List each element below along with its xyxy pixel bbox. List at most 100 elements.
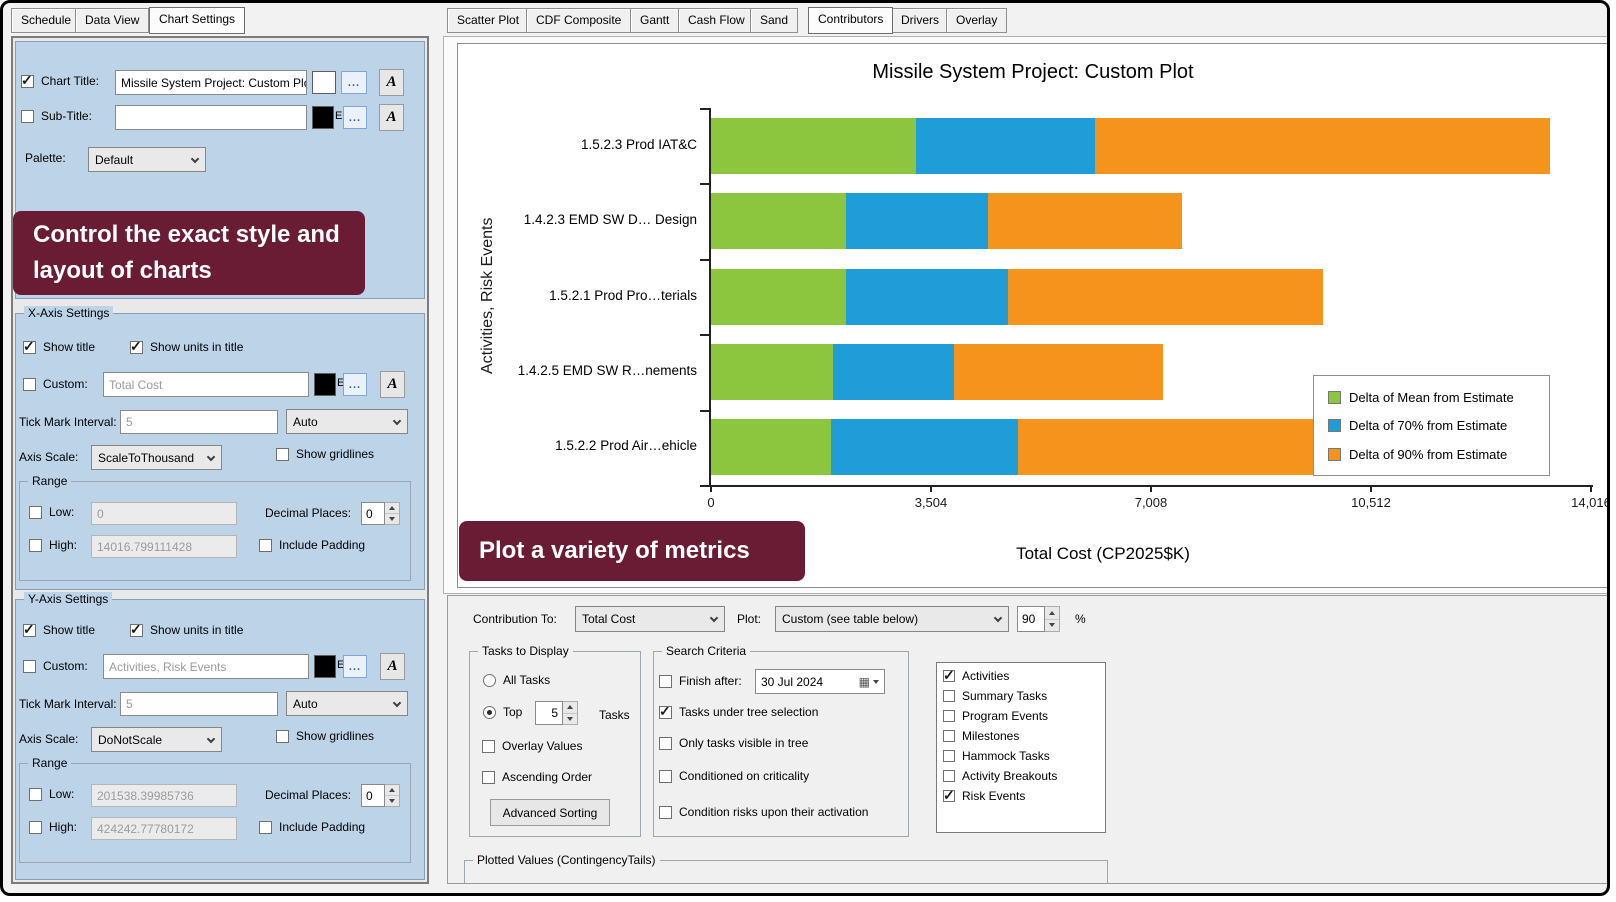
y-custom-checkbox[interactable]	[23, 659, 36, 673]
plot-label: Plot:	[737, 612, 762, 626]
conditioned-criticality-checkbox[interactable]	[659, 769, 672, 783]
x-range-high-input[interactable]: 14016.799111428	[91, 535, 237, 558]
y-custom-color-swatch[interactable]	[314, 655, 336, 678]
x-range-high-checkbox[interactable]	[29, 538, 42, 552]
x-custom-checkbox[interactable]	[23, 377, 36, 391]
y-custom-font-button[interactable]: A	[380, 653, 405, 680]
all-tasks-radio[interactable]	[483, 673, 496, 687]
y-show-title-checkbox[interactable]	[23, 621, 36, 638]
percent-sign-label: %	[1075, 612, 1086, 626]
y-range-high-checkbox[interactable]	[29, 820, 42, 834]
task-type-listbox[interactable]: Activities Summary Tasks Program Events …	[936, 662, 1106, 833]
only-visible-tasks-checkbox[interactable]	[659, 736, 672, 750]
spin-up-icon[interactable]	[385, 785, 399, 796]
spin-up-icon[interactable]	[1045, 607, 1059, 620]
x-show-units-checkbox[interactable]	[130, 338, 143, 355]
top-tasks-radio[interactable]	[483, 705, 496, 719]
bar-segment-p70	[845, 269, 1008, 325]
chart-title-input[interactable]: Missile System Project: Custom Plot	[115, 70, 307, 95]
tab-schedule[interactable]: Schedule	[11, 8, 82, 33]
spin-down-icon[interactable]	[563, 713, 577, 724]
tab-contributors[interactable]: Contributors	[808, 7, 894, 34]
y-custom-label: Custom:	[43, 659, 88, 673]
contribution-to-label: Contribution To:	[473, 612, 557, 626]
y-axis-scale-dropdown[interactable]: DoNotScale	[91, 727, 222, 752]
chart-title-font-button[interactable]: A	[379, 69, 404, 96]
x-include-padding-checkbox[interactable]	[259, 538, 272, 552]
y-range-low-checkbox[interactable]	[29, 787, 42, 801]
sub-title-font-button[interactable]: A	[379, 104, 404, 131]
search-option-row: Tasks under tree selection	[659, 703, 818, 720]
y-custom-input[interactable]: Activities, Risk Events	[103, 654, 309, 679]
y-show-units-checkbox[interactable]	[130, 621, 143, 638]
spin-down-icon[interactable]	[1045, 619, 1059, 631]
summary-tasks-checkbox[interactable]	[943, 690, 955, 702]
condition-risks-checkbox[interactable]	[659, 805, 672, 819]
finish-after-date-picker[interactable]: 30 Jul 2024 ▦	[755, 669, 885, 694]
program-events-checkbox[interactable]	[943, 710, 955, 722]
ascending-order-checkbox[interactable]	[482, 770, 495, 784]
tab-data-view[interactable]: Data View	[75, 8, 150, 33]
tab-scatter-plot[interactable]: Scatter Plot	[447, 8, 530, 33]
tab-cash-flow[interactable]: Cash Flow	[678, 8, 755, 33]
activity-breakouts-checkbox[interactable]	[943, 770, 955, 782]
x-tick-label: 0	[707, 495, 715, 510]
sub-title-input[interactable]	[115, 105, 307, 130]
sub-title-browse-button[interactable]: ...	[343, 106, 367, 129]
legend-label: Delta of Mean from Estimate	[1349, 389, 1514, 405]
activities-checkbox[interactable]	[943, 667, 955, 684]
y-range-high-row: High:	[29, 820, 77, 834]
x-decimal-places-stepper[interactable]: 0	[361, 502, 400, 525]
x-custom-color-swatch[interactable]	[314, 373, 336, 396]
tab-gantt[interactable]: Gantt	[630, 8, 680, 33]
y-range-high-input[interactable]: 424242.77780172	[91, 817, 237, 840]
x-axis-scale-dropdown[interactable]: ScaleToThousand	[91, 445, 222, 470]
hammock-tasks-checkbox[interactable]	[943, 750, 955, 762]
tab-drivers[interactable]: Drivers	[891, 8, 949, 33]
tab-sand[interactable]: Sand	[750, 8, 799, 33]
top-tasks-stepper[interactable]: 5	[535, 701, 578, 725]
chart-title-checkbox[interactable]	[21, 72, 34, 89]
y-gridlines-checkbox[interactable]	[276, 729, 289, 743]
y-range-low-input[interactable]: 201538.39985736	[91, 784, 237, 807]
finish-after-checkbox[interactable]	[659, 674, 672, 688]
contribution-to-dropdown[interactable]: Total Cost	[575, 606, 725, 632]
x-custom-browse-button[interactable]: ...	[343, 373, 367, 396]
spin-down-icon[interactable]	[385, 514, 399, 524]
stacked-bar	[711, 344, 1591, 400]
y-tick-interval-input[interactable]: 5	[120, 692, 278, 716]
tab-cdf-composite[interactable]: CDF Composite	[526, 8, 632, 33]
x-custom-input[interactable]: Total Cost	[103, 372, 309, 397]
sub-title-checkbox[interactable]	[21, 109, 34, 123]
tasks-under-tree-checkbox[interactable]	[659, 703, 672, 720]
percentile-stepper[interactable]: 90	[1017, 606, 1060, 632]
x-custom-font-button[interactable]: A	[380, 371, 405, 398]
y-custom-browse-button[interactable]: ...	[343, 655, 367, 678]
sub-title-color-swatch[interactable]	[312, 106, 334, 129]
spin-up-icon[interactable]	[563, 702, 577, 714]
y-tick-mode-dropdown[interactable]: Auto	[286, 691, 408, 716]
x-custom-label: Custom:	[43, 377, 88, 391]
plot-dropdown[interactable]: Custom (see table below)	[775, 606, 1009, 632]
spin-up-icon[interactable]	[385, 503, 399, 514]
milestones-checkbox[interactable]	[943, 730, 955, 742]
tab-overlay[interactable]: Overlay	[946, 8, 1008, 33]
x-show-title-checkbox[interactable]	[23, 338, 36, 355]
x-range-low-input[interactable]: 0	[91, 502, 237, 525]
palette-dropdown[interactable]: Default	[88, 147, 206, 172]
tab-chart-settings[interactable]: Chart Settings	[149, 7, 246, 34]
x-gridlines-checkbox[interactable]	[276, 447, 289, 461]
x-range-low-checkbox[interactable]	[29, 505, 42, 519]
y-include-padding-checkbox[interactable]	[259, 820, 272, 834]
y-decimal-places-stepper[interactable]: 0	[361, 784, 400, 807]
overlay-values-checkbox[interactable]	[482, 739, 495, 753]
advanced-sorting-button[interactable]: Advanced Sorting	[490, 799, 610, 826]
y-custom-row: Custom:	[23, 659, 88, 673]
x-range-title: Range	[28, 474, 72, 488]
spin-down-icon[interactable]	[385, 796, 399, 806]
x-tick-mode-dropdown[interactable]: Auto	[286, 409, 408, 434]
chart-title-browse-button[interactable]: ...	[341, 71, 367, 94]
risk-events-checkbox[interactable]	[943, 787, 955, 804]
x-tick-interval-input[interactable]: 5	[120, 410, 278, 434]
chart-title-color-swatch[interactable]	[312, 71, 336, 94]
